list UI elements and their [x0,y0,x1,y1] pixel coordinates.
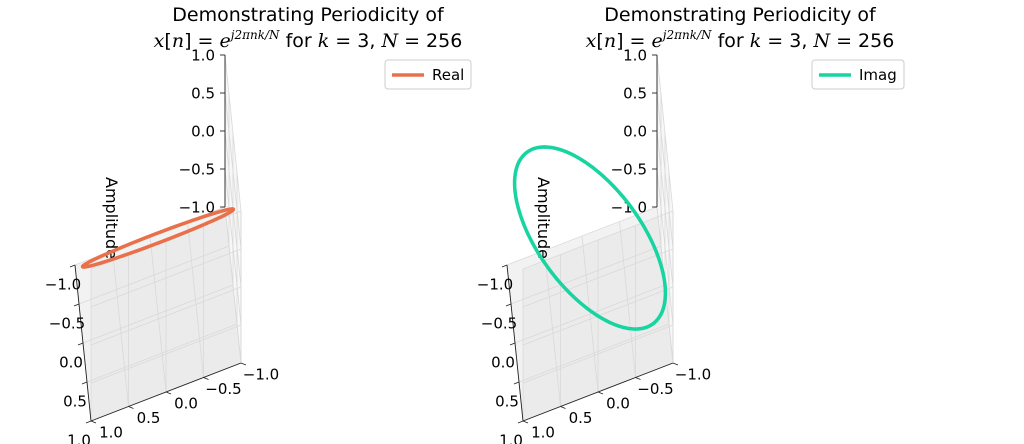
x-tick-label: −0.5 [49,315,85,333]
grid-line [518,323,670,383]
tick-mark [635,377,641,380]
grid-line [544,250,561,407]
z-tick-label: 0.5 [191,85,215,103]
z-axis-label: Amplitude [534,177,553,259]
tick-mark [240,362,247,366]
z-tick-label: −0.5 [611,161,647,179]
legend-frame [384,59,472,90]
z-tick-label: 0.5 [623,85,647,103]
y-tick-label: 0.0 [606,395,630,413]
tick-mark [672,362,679,366]
grid-line [656,130,674,288]
tick-mark [90,420,97,424]
line-plot [80,207,236,269]
tick-mark [81,381,88,385]
grid-line [581,235,599,393]
tick-mark [203,377,209,380]
grid-line [90,248,242,308]
tick-mark [85,420,92,424]
x-tick-label: −0.5 [481,315,517,333]
tick-mark [560,406,566,409]
tick-mark [513,381,520,385]
y-tick-label: −1.0 [675,366,711,384]
z-tick-label: 0.0 [623,123,647,141]
tick-mark [77,342,84,346]
y-tick-label: 1.0 [99,424,123,442]
chart-title-line2: x[n] = ej2πnk/N for k = 3, N = 256 [586,28,895,52]
grid-line [224,92,242,250]
chart-title-line1: Demonstrating Periodicity of [172,4,445,26]
z-tick-label: 1.0 [191,47,215,65]
grid-line [112,250,129,407]
grid-line [224,54,242,212]
tick-mark [165,391,172,395]
grid-line [656,92,674,250]
x-tick-label: 0.5 [63,393,87,411]
z-tick-label: 1.0 [623,47,647,65]
z-tick-label: −1.0 [179,199,215,217]
tick-mark [509,342,516,346]
tick-mark [505,303,512,307]
grid-line [86,323,238,383]
x-tick-label: 0.0 [491,354,515,372]
subplot-imag: Demonstrating Periodicity of x[n] = ej2π… [477,4,905,444]
legend: Real [384,59,472,90]
tick-mark [73,303,80,307]
y-tick-label: −0.5 [205,380,241,398]
legend-label-imag: Imag [859,66,897,84]
x-tick-label: 1.0 [67,432,91,444]
series-line-imag [512,145,668,331]
grid-line [90,286,242,346]
grid-line [149,235,167,393]
tick-mark [517,420,524,424]
grid-line [522,210,674,270]
z-tick-label: 0.0 [191,123,215,141]
legend: Imag [811,59,905,90]
x-tick-label: 0.0 [59,354,83,372]
x-tick-label: 0.5 [495,393,519,411]
x-tick-label: −1.0 [45,276,81,294]
y-tick-label: 0.5 [569,409,593,427]
y-tick-label: 1.0 [531,424,555,442]
legend-label-real: Real [432,66,464,84]
tick-mark [522,420,529,424]
axes-3d: −1.0−1.0−1.0−0.5−0.5−0.50.00.00.00.50.50… [45,47,279,444]
chart-title-line2: x[n] = ej2πnk/N for k = 3, N = 256 [154,28,463,52]
axes-3d: −1.0−1.0−1.0−0.5−0.5−0.50.00.00.00.50.50… [477,47,711,444]
z-axis-label: Amplitude [102,177,121,259]
x-tick-label: −1.0 [477,276,513,294]
series-line-real [80,207,236,269]
grid-line [656,54,674,212]
tick-mark [69,264,76,268]
z-tick-label: −0.5 [179,161,215,179]
legend-frame [811,59,905,90]
z-tick-label: −1.0 [611,199,647,217]
y-tick-label: 0.5 [137,409,161,427]
tick-mark [128,406,134,409]
chart-title-line1: Demonstrating Periodicity of [604,4,877,26]
subplot-real: Demonstrating Periodicity of x[n] = ej2π… [45,4,472,444]
grid-line [522,248,674,308]
y-tick-label: −0.5 [637,380,673,398]
y-tick-label: 0.0 [174,395,198,413]
line-plot [512,145,668,331]
x-tick-label: 1.0 [499,432,523,444]
tick-mark [501,264,508,268]
y-tick-label: −1.0 [243,366,279,384]
tick-mark [597,391,604,395]
